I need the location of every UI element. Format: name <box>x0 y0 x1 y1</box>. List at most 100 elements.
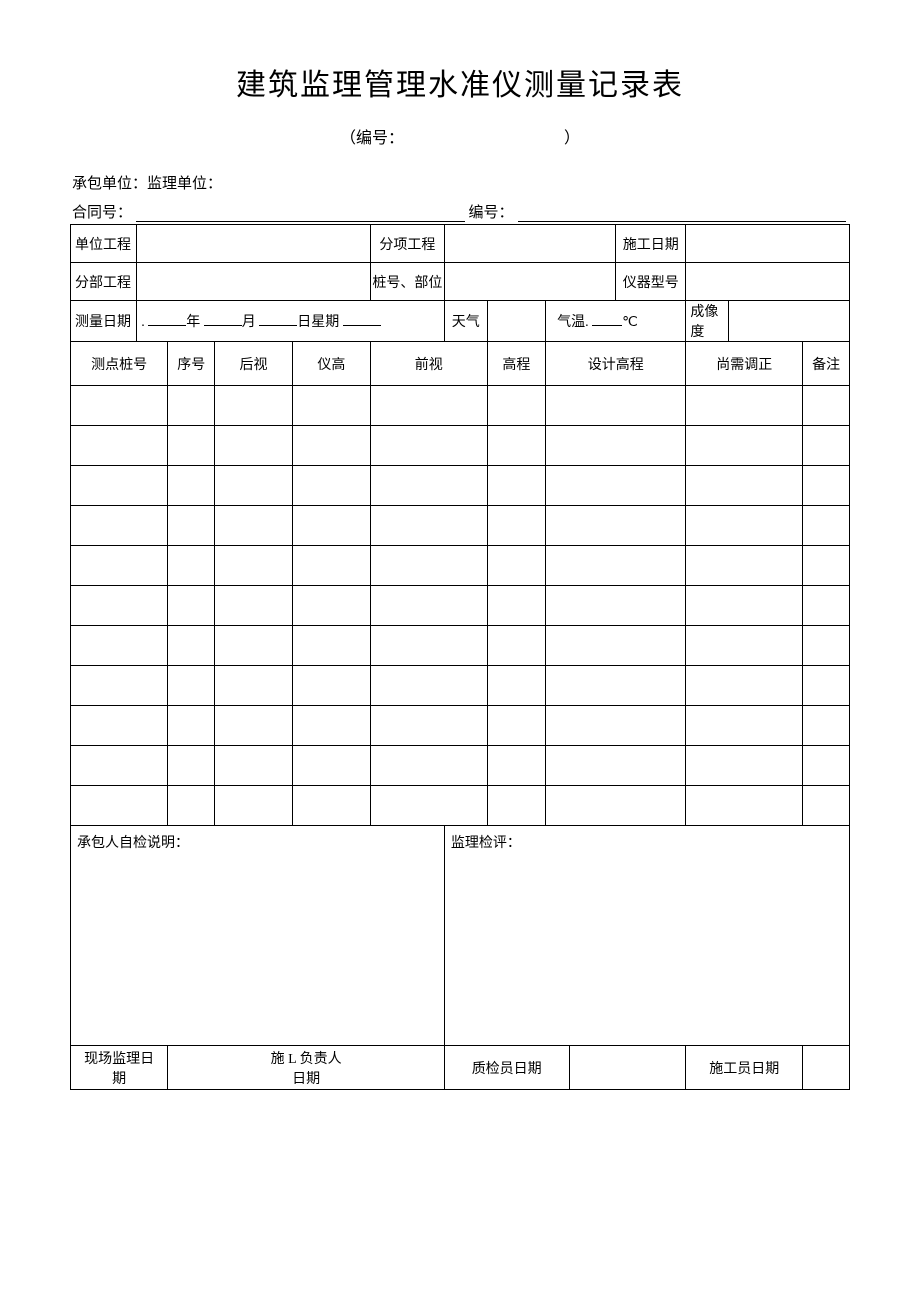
data-cell <box>71 746 168 786</box>
col-front: 前视 <box>370 342 487 386</box>
data-cell <box>292 586 370 626</box>
table-row: 测点桩号 序号 后视 仪高 前视 高程 设计高程 尚需调正 备注 <box>71 342 850 386</box>
data-cell <box>686 626 803 666</box>
unit-project-label: 单位工程 <box>71 225 137 263</box>
self-check-cell: 承包人自检说明： <box>71 826 445 1046</box>
data-cell <box>215 626 293 666</box>
table-row <box>71 706 850 746</box>
data-cell <box>803 426 850 466</box>
data-cell <box>292 666 370 706</box>
builder-date-value <box>803 1046 850 1090</box>
temperature-cell: 气温. ℃ <box>546 301 686 342</box>
data-cell <box>71 386 168 426</box>
data-cell <box>215 466 293 506</box>
data-cell <box>803 546 850 586</box>
data-cell <box>168 426 215 466</box>
table-row <box>71 466 850 506</box>
data-cell <box>487 666 545 706</box>
table-row: 承包人自检说明： 监理检评： <box>71 826 850 1046</box>
col-height: 仪高 <box>292 342 370 386</box>
supervisor-unit-label: 监理单位： <box>147 176 222 192</box>
data-cell <box>487 746 545 786</box>
data-cell <box>803 466 850 506</box>
data-cell <box>803 506 850 546</box>
data-cell <box>292 386 370 426</box>
construction-manager-label: 施 L 负责人 日期 <box>168 1046 445 1090</box>
data-cell <box>71 786 168 826</box>
measure-date-label: 测量日期 <box>71 301 137 342</box>
data-cell <box>215 746 293 786</box>
data-cell <box>686 586 803 626</box>
col-elev: 高程 <box>487 342 545 386</box>
col-design: 设计高程 <box>546 342 686 386</box>
data-cell <box>546 786 686 826</box>
table-row <box>71 786 850 826</box>
data-cell <box>546 666 686 706</box>
table-row: 现场监理日 期 施 L 负责人 日期 质检员日期 施工员日期 <box>71 1046 850 1090</box>
site-supervisor-label: 现场监理日 期 <box>71 1046 168 1090</box>
data-cell <box>71 706 168 746</box>
data-cell <box>686 466 803 506</box>
table-row: 分部工程 桩号、部位 仪器型号 <box>71 263 850 301</box>
data-cell <box>370 426 487 466</box>
data-cell <box>370 666 487 706</box>
data-cell <box>487 386 545 426</box>
data-cell <box>215 426 293 466</box>
data-cell <box>686 426 803 466</box>
table-row <box>71 746 850 786</box>
data-cell <box>803 786 850 826</box>
data-cell <box>487 626 545 666</box>
table-row <box>71 426 850 466</box>
data-cell <box>168 546 215 586</box>
data-cell <box>292 546 370 586</box>
data-cell <box>803 746 850 786</box>
supervise-label: 监理检评： <box>451 836 521 851</box>
measure-date-value: . 年 月 日星期 <box>137 301 445 342</box>
data-cell <box>487 706 545 746</box>
data-cell <box>686 666 803 706</box>
data-cell <box>215 666 293 706</box>
data-cell <box>215 706 293 746</box>
data-cell <box>686 786 803 826</box>
data-cell <box>71 546 168 586</box>
data-cell <box>370 506 487 546</box>
instrument-model-value <box>686 263 850 301</box>
contract-label: 合同号： <box>72 201 132 222</box>
serial-label: 编号： <box>469 201 514 222</box>
data-cell <box>546 626 686 666</box>
instrument-model-label: 仪器型号 <box>616 263 686 301</box>
table-row <box>71 586 850 626</box>
division-project-value <box>137 263 371 301</box>
data-cell <box>292 426 370 466</box>
data-cell <box>168 466 215 506</box>
data-cell <box>546 746 686 786</box>
data-cell <box>487 506 545 546</box>
data-cell <box>370 386 487 426</box>
data-cell <box>292 466 370 506</box>
data-cell <box>686 386 803 426</box>
supervise-cell: 监理检评： <box>444 826 849 1046</box>
construction-date-value <box>686 225 850 263</box>
sub-project-label: 分项工程 <box>370 225 444 263</box>
units-line: 承包单位：监理单位： <box>70 172 850 193</box>
weather-label: 天气 <box>444 301 487 342</box>
data-cell <box>71 426 168 466</box>
data-cell <box>803 666 850 706</box>
data-cell <box>686 746 803 786</box>
data-cell <box>168 586 215 626</box>
table-row <box>71 386 850 426</box>
data-cell <box>370 586 487 626</box>
contractor-unit-label: 承包单位： <box>72 176 147 192</box>
data-cell <box>168 786 215 826</box>
serial-blank <box>518 201 846 222</box>
data-cell <box>487 426 545 466</box>
data-cell <box>292 746 370 786</box>
data-cell <box>71 466 168 506</box>
data-cell <box>370 706 487 746</box>
builder-date-label: 施工员日期 <box>686 1046 803 1090</box>
data-cell <box>370 786 487 826</box>
main-table: 单位工程 分项工程 施工日期 分部工程 桩号、部位 仪器型号 测量日期 . 年 … <box>70 224 850 1090</box>
data-cell <box>546 506 686 546</box>
data-cell <box>546 466 686 506</box>
data-cell <box>803 706 850 746</box>
